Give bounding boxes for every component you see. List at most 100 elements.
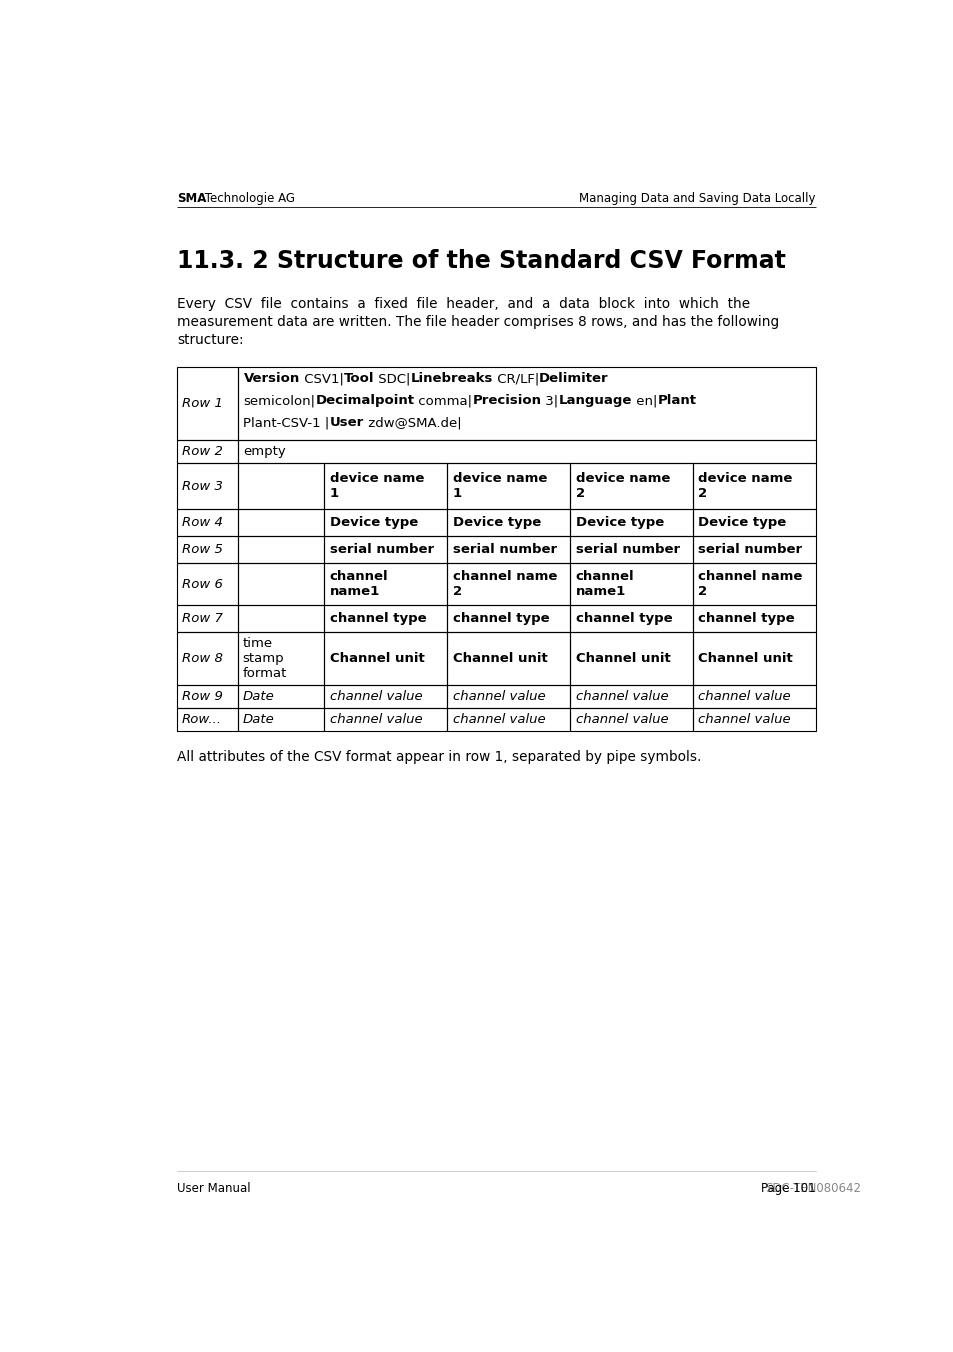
Text: comma|: comma| <box>414 395 472 407</box>
Text: Page 101: Page 101 <box>760 1182 815 1195</box>
Bar <box>570 537 692 562</box>
Bar <box>238 439 815 462</box>
Text: channel value: channel value <box>452 690 545 703</box>
Text: CR/LF|: CR/LF| <box>493 373 538 385</box>
Text: SDC-TEN080642: SDC-TEN080642 <box>765 1182 861 1195</box>
Bar <box>447 684 570 708</box>
Bar <box>177 708 238 731</box>
Text: Channel unit: Channel unit <box>698 652 792 665</box>
Bar <box>238 366 815 439</box>
Bar <box>692 708 815 731</box>
Bar <box>177 633 238 684</box>
Text: Language: Language <box>558 395 631 407</box>
Bar <box>324 462 447 510</box>
Text: Version: Version <box>243 373 299 385</box>
Text: serial number: serial number <box>452 544 557 556</box>
Bar <box>692 537 815 562</box>
Text: Date: Date <box>242 690 274 703</box>
Text: channel value: channel value <box>698 713 790 726</box>
Text: User: User <box>330 416 364 430</box>
Bar <box>324 606 447 633</box>
Text: Row...: Row... <box>182 713 222 726</box>
Bar <box>570 562 692 606</box>
Bar <box>692 633 815 684</box>
Text: empty: empty <box>243 445 286 458</box>
Text: serial number: serial number <box>330 544 434 556</box>
Text: en|: en| <box>631 395 657 407</box>
Text: Row 6: Row 6 <box>182 577 223 591</box>
Text: device name
1: device name 1 <box>330 472 423 500</box>
Text: device name
2: device name 2 <box>575 472 669 500</box>
Bar <box>692 462 815 510</box>
Bar <box>570 633 692 684</box>
Text: Plant-CSV-1 |: Plant-CSV-1 | <box>243 416 330 430</box>
Bar <box>324 562 447 606</box>
Bar <box>177 684 238 708</box>
Bar <box>238 462 324 510</box>
Text: channel name
2: channel name 2 <box>452 571 557 598</box>
Bar <box>570 684 692 708</box>
Bar <box>447 510 570 537</box>
Bar <box>177 537 238 562</box>
Text: channel name
2: channel name 2 <box>698 571 802 598</box>
Bar <box>570 606 692 633</box>
Text: serial number: serial number <box>575 544 679 556</box>
Text: channel value: channel value <box>330 713 422 726</box>
Bar <box>447 606 570 633</box>
Text: Date: Date <box>242 713 274 726</box>
Bar <box>570 462 692 510</box>
Bar <box>238 708 324 731</box>
Text: Every  CSV  file  contains  a  fixed  file  header,  and  a  data  block  into  : Every CSV file contains a fixed file hea… <box>177 297 750 311</box>
Bar <box>238 537 324 562</box>
Text: Row 7: Row 7 <box>182 612 223 626</box>
Text: channel value: channel value <box>452 713 545 726</box>
Text: channel value: channel value <box>575 713 667 726</box>
Bar <box>447 708 570 731</box>
Text: semicolon|: semicolon| <box>243 395 315 407</box>
Bar <box>177 562 238 606</box>
Text: channel value: channel value <box>575 690 667 703</box>
Bar <box>238 684 324 708</box>
Text: Channel unit: Channel unit <box>575 652 670 665</box>
Text: CSV1|: CSV1| <box>299 373 343 385</box>
Text: Row 4: Row 4 <box>182 516 223 529</box>
Bar <box>692 606 815 633</box>
Text: Row 3: Row 3 <box>182 480 223 492</box>
Text: SDC|: SDC| <box>374 373 410 385</box>
Bar <box>447 633 570 684</box>
Text: SMA: SMA <box>177 192 207 204</box>
Text: channel type: channel type <box>575 612 672 626</box>
Text: Linebreaks: Linebreaks <box>410 373 493 385</box>
Text: Row 8: Row 8 <box>182 652 223 665</box>
Text: Decimalpoint: Decimalpoint <box>315 395 414 407</box>
Bar <box>324 684 447 708</box>
Text: All attributes of the CSV format appear in row 1, separated by pipe symbols.: All attributes of the CSV format appear … <box>177 750 701 764</box>
Bar <box>692 510 815 537</box>
Bar <box>324 633 447 684</box>
Bar <box>238 562 324 606</box>
Bar <box>447 462 570 510</box>
Bar <box>447 537 570 562</box>
Bar <box>177 510 238 537</box>
Text: Row 5: Row 5 <box>182 544 223 556</box>
Bar <box>447 562 570 606</box>
Text: Device type: Device type <box>330 516 417 529</box>
Text: Row 2: Row 2 <box>182 445 223 458</box>
Text: channel type: channel type <box>330 612 426 626</box>
Bar <box>324 537 447 562</box>
Text: channel value: channel value <box>330 690 422 703</box>
Text: time
stamp
format: time stamp format <box>242 637 287 680</box>
Text: Channel unit: Channel unit <box>330 652 424 665</box>
Text: Plant: Plant <box>657 395 696 407</box>
Text: zdw@SMA.de|: zdw@SMA.de| <box>364 416 461 430</box>
Text: 3|: 3| <box>541 395 558 407</box>
Text: Technologie AG: Technologie AG <box>200 192 294 204</box>
Text: Device type: Device type <box>575 516 663 529</box>
Text: Delimiter: Delimiter <box>538 373 608 385</box>
Bar <box>177 366 238 439</box>
Text: Device type: Device type <box>452 516 540 529</box>
Text: channel value: channel value <box>698 690 790 703</box>
Bar <box>177 606 238 633</box>
Text: Tool: Tool <box>343 373 374 385</box>
Text: device name
2: device name 2 <box>698 472 792 500</box>
